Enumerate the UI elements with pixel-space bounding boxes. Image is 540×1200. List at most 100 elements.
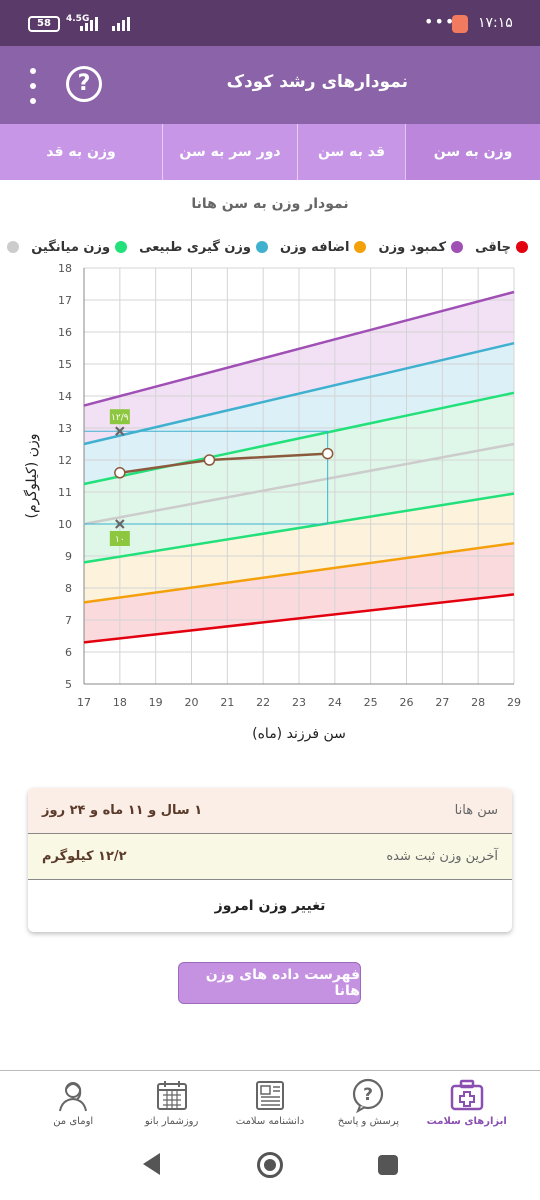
legend-dot	[7, 241, 20, 253]
legend-item-average: وزن میانگین	[31, 240, 128, 255]
legend-item-extra	[2, 241, 20, 253]
tab-weight-for-height[interactable]: وزن به قد	[46, 144, 116, 160]
nav-label: دانشنامه سلامت	[235, 1116, 305, 1127]
x-tick-label: 28	[471, 696, 485, 709]
app-notification-icon	[452, 15, 468, 33]
y-tick-label: 13	[58, 422, 72, 435]
nav-label: روزشمار بانو	[144, 1116, 199, 1127]
question-bubble-icon: ?	[353, 1078, 384, 1113]
signal-icon	[80, 17, 98, 31]
y-tick-label: 12	[58, 454, 72, 467]
info-card: سن هانا ۱ سال و ۱۱ ماه و ۲۴ روز آخرین وز…	[28, 788, 512, 932]
y-tick-label: 17	[58, 294, 72, 307]
reference-line	[83, 593, 515, 644]
marker-label: ۱۲/۹	[111, 413, 129, 423]
weight-row: آخرین وزن ثبت شده ۱۲/۲ کیلوگرم	[28, 834, 512, 880]
legend-item-normal-gain: وزن گیری طبیعی	[139, 240, 268, 255]
chart-title: نمودار وزن به سن هانا	[191, 196, 349, 212]
nav-label: ابزارهای سلامت	[426, 1116, 507, 1127]
marker-badge	[109, 409, 130, 425]
y-tick-label: 7	[65, 614, 72, 627]
y-tick-label: 6	[65, 646, 72, 659]
tab-height-for-age[interactable]: قد به سن	[297, 124, 405, 180]
nav-profile[interactable]: اومای من	[30, 1071, 116, 1138]
signal-icon-2	[112, 17, 130, 31]
change-weight-button[interactable]: تغییر وزن امروز	[214, 898, 326, 914]
reference-line	[83, 492, 515, 564]
nav-encyclopedia[interactable]: دانشنامه سلامت	[227, 1071, 313, 1138]
y-tick-label: 9	[65, 550, 72, 563]
more-notifications-icon: •••	[424, 12, 456, 31]
data-point	[321, 447, 334, 460]
nav-calendar[interactable]: روزشمار بانو	[129, 1071, 215, 1138]
x-tick-label: 22	[256, 696, 270, 709]
age-row: سن هانا ۱ سال و ۱۱ ماه و ۲۴ روز	[28, 788, 512, 834]
back-icon[interactable]	[143, 1153, 160, 1175]
weight-for-age-chart: 17 18 19 20 21 22 23 24 25 26 27 28 29 5 6 7 8 9 10 11 12 13 1…	[23, 262, 521, 742]
legend-item-overweight: اضافه وزن	[280, 240, 367, 255]
x-tick-label: 23	[292, 696, 306, 709]
y-tick-label: 14	[58, 390, 72, 403]
x-tick-label: 17	[77, 696, 91, 709]
y-tick-label: 18	[58, 262, 72, 275]
guide-line	[84, 430, 329, 525]
health-kit-icon	[450, 1079, 483, 1111]
data-point	[114, 467, 126, 479]
overflow-menu-icon[interactable]	[22, 68, 44, 104]
weight-value: ۱۲/۲ کیلوگرم	[42, 849, 127, 864]
encyclopedia-icon	[255, 1081, 284, 1110]
y-tick-label: 8	[65, 582, 72, 595]
legend-dot	[115, 241, 128, 253]
y-tick-label: 11	[58, 486, 72, 499]
nav-label: اومای من	[53, 1116, 94, 1127]
data-point	[203, 454, 216, 466]
bottom-nav: ابزارهای سلامت ? پرسش و پاسخ دانشنامه سل…	[0, 1070, 540, 1138]
x-tick-label: 25	[364, 696, 378, 709]
marker-label: ۱۰	[115, 535, 125, 545]
y-tick-label: 16	[58, 326, 72, 339]
status-time: ۱۷:۱۵	[478, 15, 513, 31]
tab-bar: وزن به سن قد به سن دور سر به سن وزن به ق…	[0, 124, 540, 180]
legend-item-underweight: کمبود وزن	[378, 240, 464, 255]
home-icon[interactable]	[257, 1152, 283, 1178]
tab-weight-for-age[interactable]: وزن به سن	[405, 124, 540, 180]
network-type: 4.5G	[66, 14, 90, 24]
battery-icon: 58	[28, 16, 60, 32]
reference-line	[83, 442, 515, 526]
svg-text:?: ?	[363, 1085, 373, 1105]
marker-x	[115, 426, 125, 436]
x-tick-label: 19	[149, 696, 163, 709]
legend-dot	[516, 241, 528, 253]
weight-label: آخرین وزن ثبت شده	[386, 849, 498, 864]
x-tick-label: 20	[185, 696, 199, 709]
chart-legend: چاقی کمبود وزن اضافه وزن وزن گیری طبیعی …	[7, 236, 528, 258]
calendar-icon	[156, 1081, 187, 1110]
status-bar: 58 4.5G ••• ۱۷:۱۵	[0, 0, 540, 46]
system-navigation	[0, 1138, 540, 1200]
x-tick-label: 27	[435, 696, 449, 709]
weight-data-list-button[interactable]: فهرست داده های وزن هانا	[178, 962, 361, 1004]
legend-dot	[256, 241, 268, 253]
legend-dot	[451, 241, 464, 253]
profile-icon	[59, 1082, 88, 1112]
recent-apps-icon[interactable]	[378, 1155, 398, 1175]
help-button[interactable]: ?	[66, 66, 102, 102]
reference-line	[83, 341, 515, 446]
y-axis-label: وزن (کیلوگرم)	[23, 434, 40, 519]
tab-head-for-age[interactable]: دور سر به سن	[162, 124, 297, 180]
x-tick-label: 26	[400, 696, 414, 709]
x-tick-label: 24	[328, 696, 342, 709]
legend-dot	[354, 241, 367, 253]
nav-qa[interactable]: ? پرسش و پاسخ	[325, 1071, 411, 1138]
age-label: سن هانا	[454, 803, 498, 818]
y-tick-label: 15	[58, 358, 72, 371]
marker-badge	[109, 531, 130, 546]
x-axis-label: سن فرزند (ماه)	[252, 726, 346, 742]
x-tick-label: 18	[113, 696, 127, 709]
page-title: نمودارهای رشد کودک	[226, 72, 408, 92]
age-value: ۱ سال و ۱۱ ماه و ۲۴ روز	[42, 803, 203, 818]
y-tick-label: 5	[65, 678, 72, 691]
nav-health-tools[interactable]: ابزارهای سلامت	[424, 1071, 510, 1138]
reference-line	[83, 541, 515, 604]
nav-label: پرسش و پاسخ	[337, 1116, 399, 1127]
